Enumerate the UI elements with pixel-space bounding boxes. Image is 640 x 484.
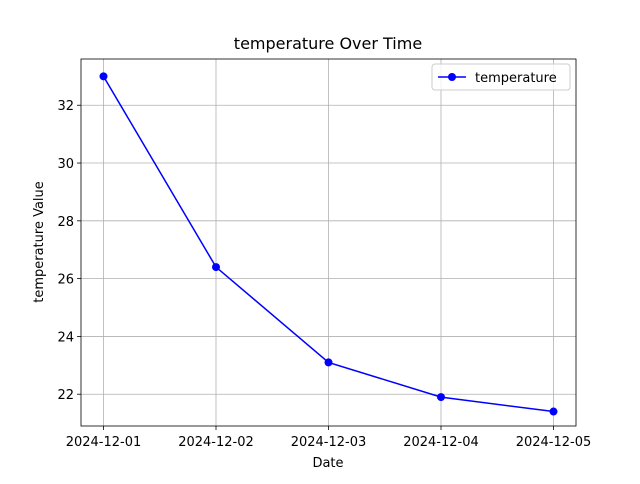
plot-frame xyxy=(80,58,577,427)
grid xyxy=(81,59,576,426)
data-point xyxy=(437,393,445,402)
axes: 2024-12-01 2024-12-02 2024-12-03 2024-12-04… xyxy=(57,58,592,450)
y-tick-label: 28 xyxy=(57,215,74,230)
y-tick-label: 22 xyxy=(57,388,74,403)
y-tick-label: 26 xyxy=(57,273,74,288)
x-tick-label: 2024-12-02 xyxy=(178,435,254,450)
x-tick-label: 2024-12-03 xyxy=(291,435,367,450)
data-point xyxy=(549,407,558,416)
data-point xyxy=(212,263,220,272)
y-tick-label: 32 xyxy=(57,99,74,114)
x-tick-label: 2024-12-04 xyxy=(403,435,479,450)
legend-box xyxy=(431,63,571,91)
chart-title: temperature Over Time xyxy=(234,34,422,53)
x-tick-label: 2024-12-05 xyxy=(516,435,592,450)
legend-swatch-marker xyxy=(448,73,456,81)
series-layer xyxy=(99,72,558,416)
y-axis-label: temperature Value xyxy=(32,181,47,303)
legend-label: temperature xyxy=(475,71,557,86)
data-point xyxy=(99,72,108,81)
x-tick-label: 2024-12-01 xyxy=(66,435,142,450)
data-point xyxy=(324,358,333,367)
x-axis-label: Date xyxy=(312,456,343,471)
y-tick-label: 24 xyxy=(57,330,74,345)
legend: temperature xyxy=(431,63,571,91)
y-tick-label: 30 xyxy=(57,157,74,172)
